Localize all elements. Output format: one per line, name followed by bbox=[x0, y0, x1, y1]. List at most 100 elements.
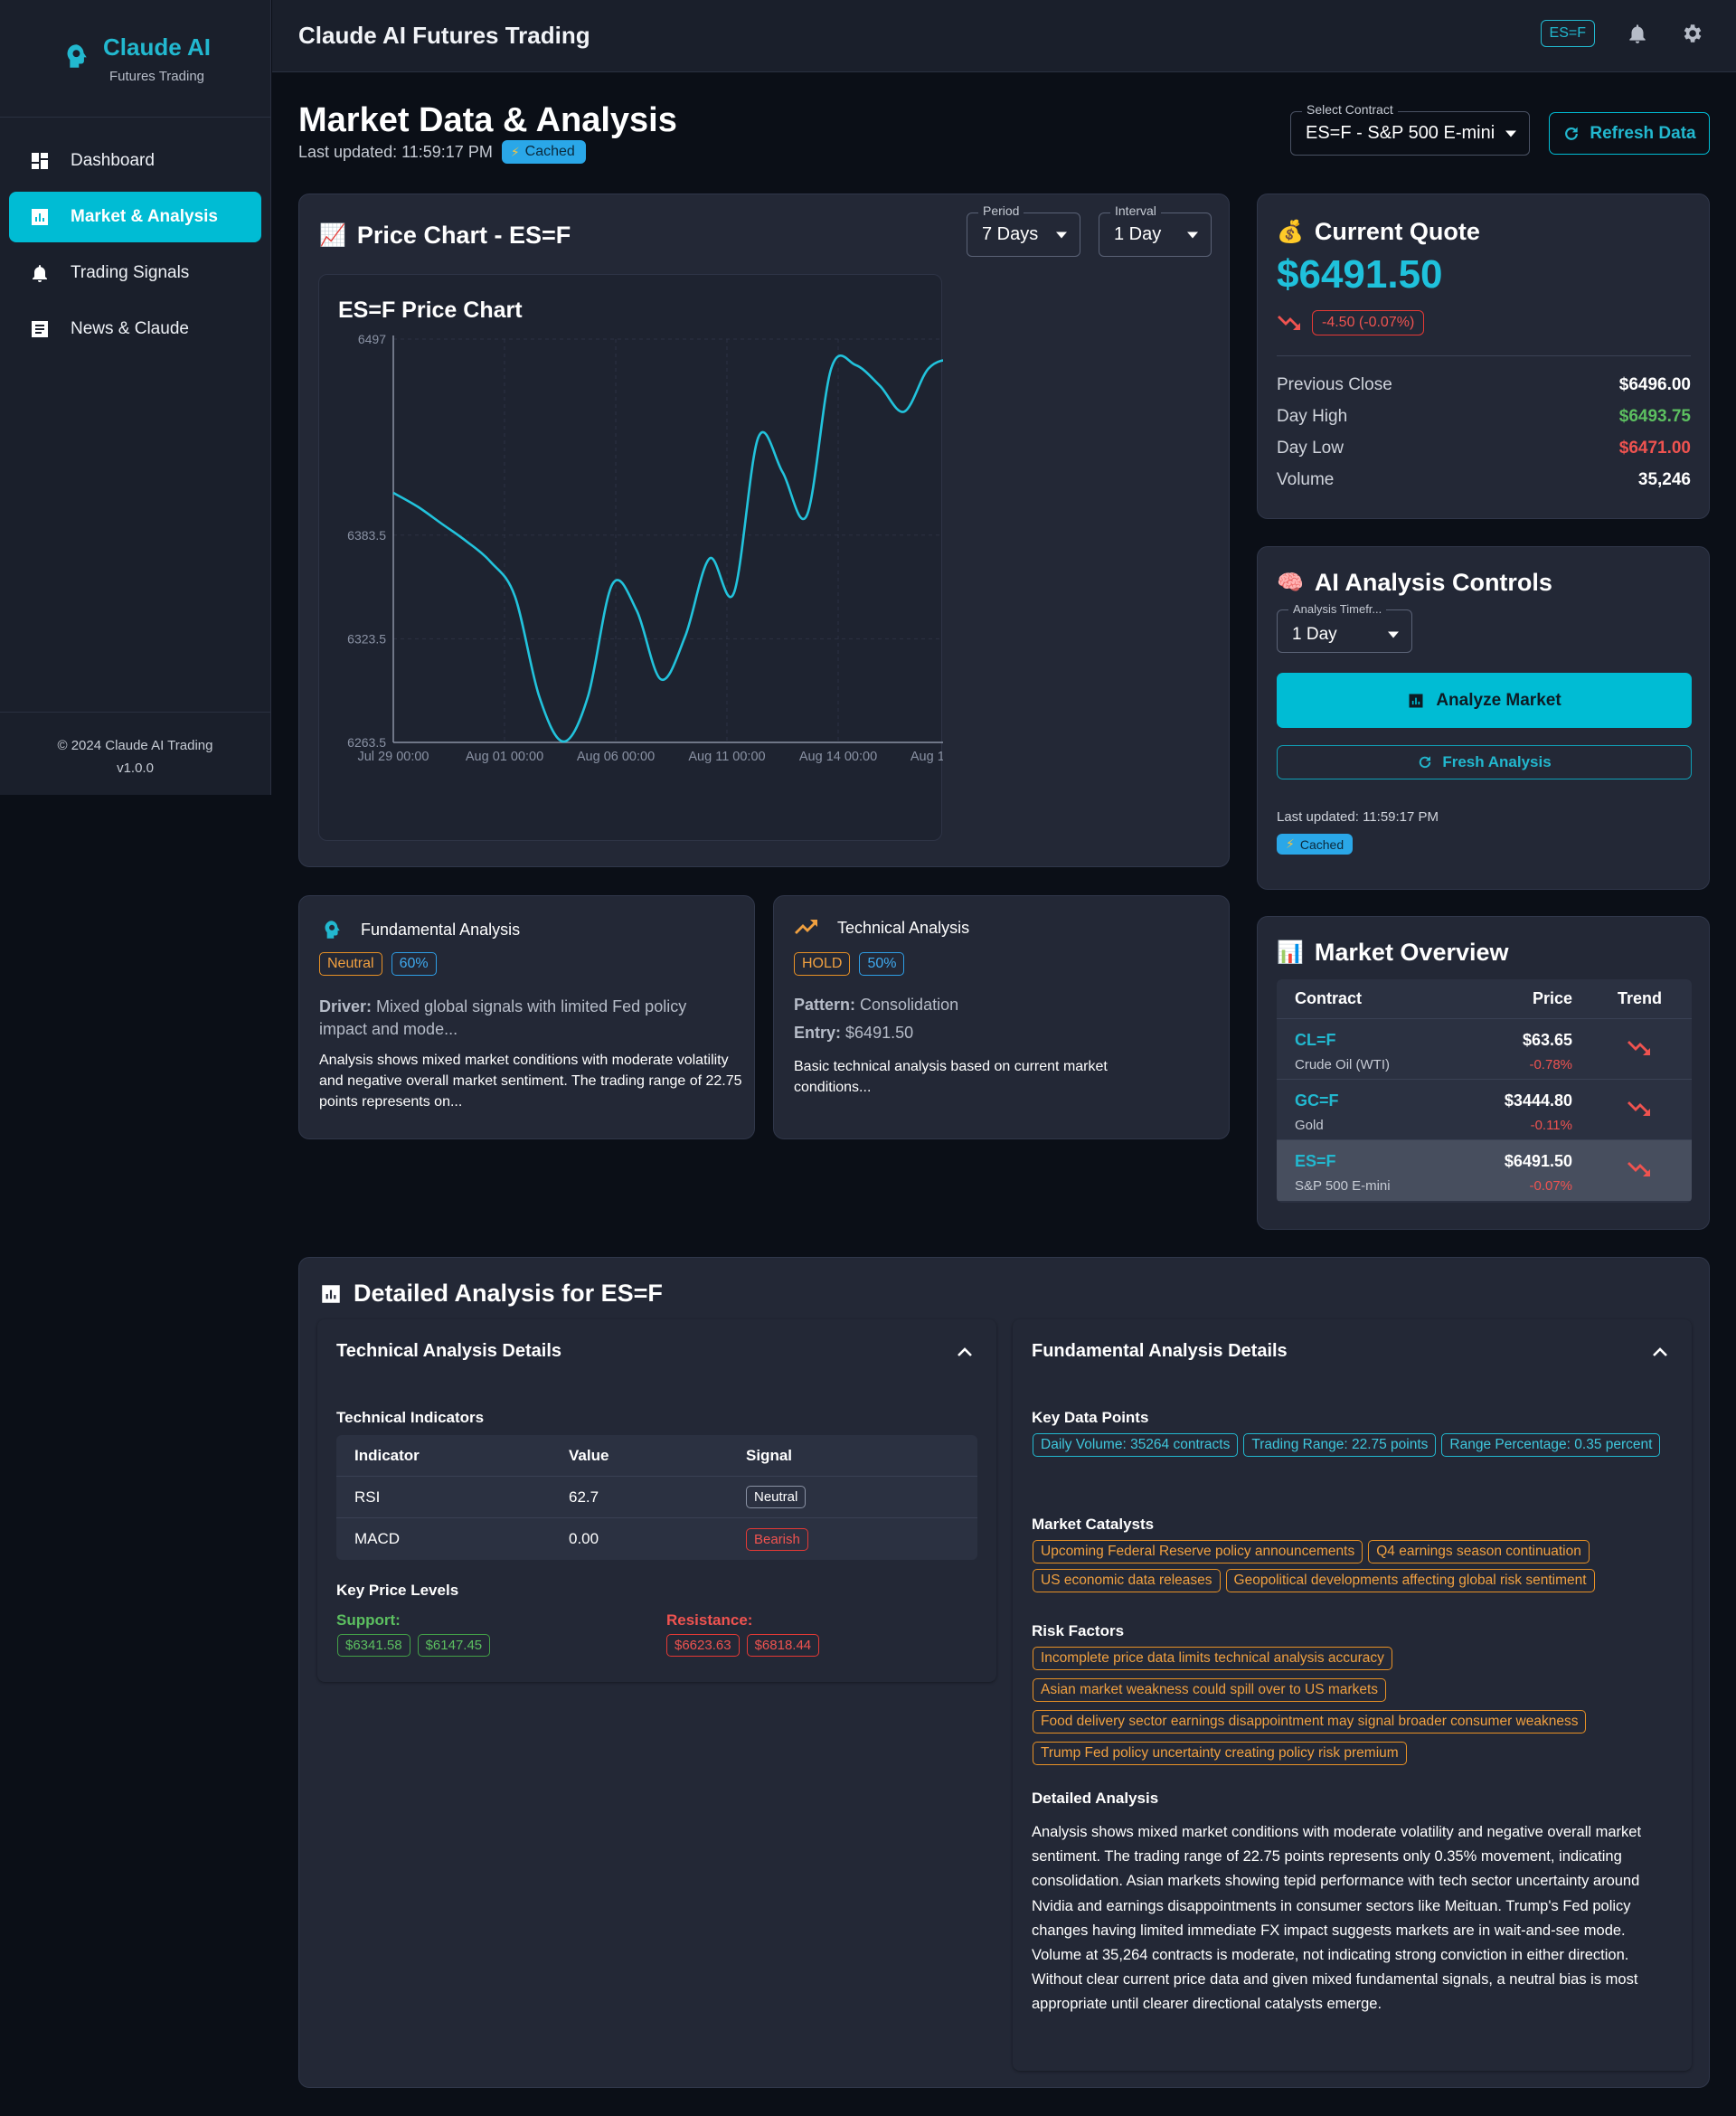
detailed-analysis-subtitle: Detailed Analysis bbox=[1032, 1790, 1159, 1807]
table-row[interactable]: CL=F Crude Oil (WTI) $63.65 -0.78% bbox=[1277, 1019, 1692, 1080]
detailed-header: Detailed Analysis for ES=F bbox=[319, 1280, 663, 1308]
resistance-level-badge: $6818.44 bbox=[746, 1634, 820, 1657]
refresh-data-button[interactable]: Refresh Data bbox=[1549, 112, 1710, 155]
chart-increasing-icon: 📈 bbox=[319, 223, 346, 248]
market-catalysts-title: Market Catalysts bbox=[1032, 1516, 1155, 1533]
chevron-up-icon[interactable] bbox=[957, 1346, 973, 1357]
quote-row-prev-close: Previous Close $6496.00 bbox=[1277, 375, 1691, 395]
current-quote-card: 💰 Current Quote $6491.50 -4.50 (-0.07%) … bbox=[1257, 194, 1710, 519]
quote-label: Day Low bbox=[1277, 439, 1344, 458]
support-levels: $6341.58 $6147.45 bbox=[337, 1634, 491, 1657]
col-contract: Contract bbox=[1295, 989, 1363, 1007]
market-overview-table: Contract Price Trend CL=F Crude Oil (WTI… bbox=[1277, 979, 1692, 1203]
bar-chart-emoji-icon: 📊 bbox=[1277, 940, 1304, 965]
resistance-level-badge: $6623.63 bbox=[666, 1634, 740, 1657]
period-value: 7 Days bbox=[982, 224, 1039, 244]
table-header: Indicator Value Signal bbox=[336, 1435, 977, 1477]
ai-controls-header: 🧠 AI Analysis Controls bbox=[1277, 569, 1552, 597]
fundamental-details-accordion: Fundamental Analysis Details Key Data Po… bbox=[1013, 1319, 1692, 2071]
trending-down-icon bbox=[1628, 1101, 1650, 1116]
trending-up-icon bbox=[795, 920, 817, 934]
cached-label: Cached bbox=[1299, 836, 1344, 852]
indicator-signal-badge: Bearish bbox=[746, 1527, 808, 1551]
analytics-icon bbox=[322, 1284, 340, 1303]
resistance-levels: $6623.63 $6818.44 bbox=[666, 1634, 820, 1657]
nav-item-market-analysis[interactable]: Market & Analysis bbox=[9, 192, 261, 242]
col-trend: Trend bbox=[1617, 989, 1662, 1007]
brain-icon bbox=[60, 41, 90, 76]
contract-symbol: GC=F bbox=[1295, 1091, 1339, 1110]
version: v1.0.0 bbox=[117, 760, 154, 776]
fundamental-header: Fundamental Analysis bbox=[319, 918, 520, 941]
brand: Claude AI Futures Trading bbox=[0, 0, 270, 118]
timeframe-label: Analysis Timefr... bbox=[1288, 602, 1387, 616]
ai-cached-badge: ⚡ Cached bbox=[1277, 834, 1354, 855]
key-data-chip: Range Percentage: 0.35 percent bbox=[1441, 1433, 1661, 1457]
nav-label-news: News & Claude bbox=[71, 319, 189, 338]
price-line-chart[interactable]: ES=F Price Chart 6497 6383.5 6323.5 6263.5J… bbox=[319, 275, 1211, 842]
symbol-chip[interactable]: ES=F bbox=[1540, 20, 1595, 47]
caret-down-icon bbox=[1187, 231, 1198, 238]
settings-gear-icon[interactable] bbox=[1680, 22, 1703, 45]
nav-item-news[interactable]: News & Claude bbox=[9, 304, 261, 354]
x-tick-label: Aug 11 00:00 bbox=[688, 750, 765, 764]
refresh-icon bbox=[1420, 756, 1431, 769]
nav-item-dashboard[interactable]: Dashboard bbox=[9, 136, 261, 186]
quote-price: $6491.50 bbox=[1277, 252, 1443, 297]
caret-down-icon bbox=[1056, 231, 1067, 238]
risk-factors-title: Risk Factors bbox=[1032, 1622, 1125, 1639]
period-select[interactable]: Period 7 Days bbox=[967, 203, 1080, 257]
support-level-badge: $6147.45 bbox=[417, 1634, 491, 1657]
quote-value: $6496.00 bbox=[1618, 375, 1691, 394]
bar-chart-icon bbox=[32, 209, 48, 225]
technical-analysis-card[interactable]: Technical Analysis HOLD 50% Pattern: Con… bbox=[773, 895, 1230, 1139]
col-signal: Signal bbox=[746, 1446, 793, 1464]
analysis-timeframe-select[interactable]: Analysis Timefr... 1 Day bbox=[1277, 602, 1412, 653]
contract-price: $63.65 bbox=[1522, 1031, 1572, 1049]
quote-divider bbox=[1277, 355, 1691, 356]
resistance-label: Resistance: bbox=[666, 1611, 753, 1629]
market-overview-title: Market Overview bbox=[1314, 939, 1509, 966]
caret-down-icon bbox=[1388, 631, 1399, 638]
contract-change: -0.78% bbox=[1529, 1057, 1572, 1072]
interval-select[interactable]: Interval 1 Day bbox=[1099, 203, 1212, 257]
notifications-icon[interactable] bbox=[1626, 22, 1649, 45]
copyright: © 2024 Claude AI Trading bbox=[57, 738, 213, 753]
fundamental-analysis-card[interactable]: Fundamental Analysis Neutral 60% Driver:… bbox=[298, 895, 755, 1139]
dashboard-icon bbox=[32, 153, 48, 169]
catalyst-chip: US economic data releases bbox=[1033, 1569, 1221, 1592]
interval-value: 1 Day bbox=[1114, 224, 1162, 244]
nav-item-trading-signals[interactable]: Trading Signals bbox=[9, 248, 261, 298]
table-row[interactable]: GC=F Gold $3444.80 -0.11% bbox=[1277, 1080, 1692, 1140]
table-row-selected[interactable]: ES=F S&P 500 E-mini $6491.50 -0.07% bbox=[1277, 1140, 1692, 1201]
trending-down-icon bbox=[1628, 1162, 1650, 1176]
technical-details-title[interactable]: Technical Analysis Details bbox=[336, 1341, 561, 1361]
timeframe-value: 1 Day bbox=[1292, 625, 1337, 644]
contract-price: $3444.80 bbox=[1504, 1091, 1572, 1110]
y-tick-label: 6383.5 bbox=[347, 528, 386, 543]
refresh-icon bbox=[1565, 127, 1579, 140]
contract-price: $6491.50 bbox=[1504, 1152, 1572, 1170]
quote-change-badge: -4.50 (-0.07%) bbox=[1312, 310, 1425, 335]
pattern-label: Pattern: bbox=[794, 996, 856, 1014]
risk-chip: Food delivery sector earnings disappoint… bbox=[1033, 1710, 1587, 1733]
contract-select[interactable]: Select Contract ES=F - S&P 500 E-mini bbox=[1290, 102, 1530, 156]
col-indicator: Indicator bbox=[354, 1446, 420, 1464]
chevron-up-icon[interactable] bbox=[1652, 1346, 1668, 1357]
y-tick-label: 6497 bbox=[358, 332, 386, 346]
analyze-market-button[interactable]: Analyze Market bbox=[1277, 673, 1692, 728]
catalyst-chip: Geopolitical developments affecting glob… bbox=[1225, 1569, 1595, 1592]
y-tick-label: 6263.5 bbox=[347, 735, 386, 750]
detailed-title: Detailed Analysis for ES=F bbox=[354, 1280, 663, 1307]
quote-row-day-low: Day Low $6471.00 bbox=[1277, 439, 1691, 458]
contract-symbol: ES=F bbox=[1295, 1152, 1336, 1170]
chart-title: ES=F Price Chart bbox=[338, 298, 523, 323]
driver-text: Mixed global signals with limited Fed po… bbox=[319, 997, 687, 1038]
refresh-data-label: Refresh Data bbox=[1590, 123, 1696, 143]
price-chart-title: Price Chart - ES=F bbox=[356, 222, 571, 249]
fundamental-details-title[interactable]: Fundamental Analysis Details bbox=[1032, 1341, 1288, 1361]
key-price-levels-title: Key Price Levels bbox=[336, 1582, 459, 1599]
fundamental-summary: Analysis shows mixed market conditions w… bbox=[319, 1053, 742, 1110]
technical-details-accordion: Technical Analysis Details Technical Ind… bbox=[317, 1319, 996, 1682]
fresh-analysis-button[interactable]: Fresh Analysis bbox=[1277, 745, 1692, 779]
